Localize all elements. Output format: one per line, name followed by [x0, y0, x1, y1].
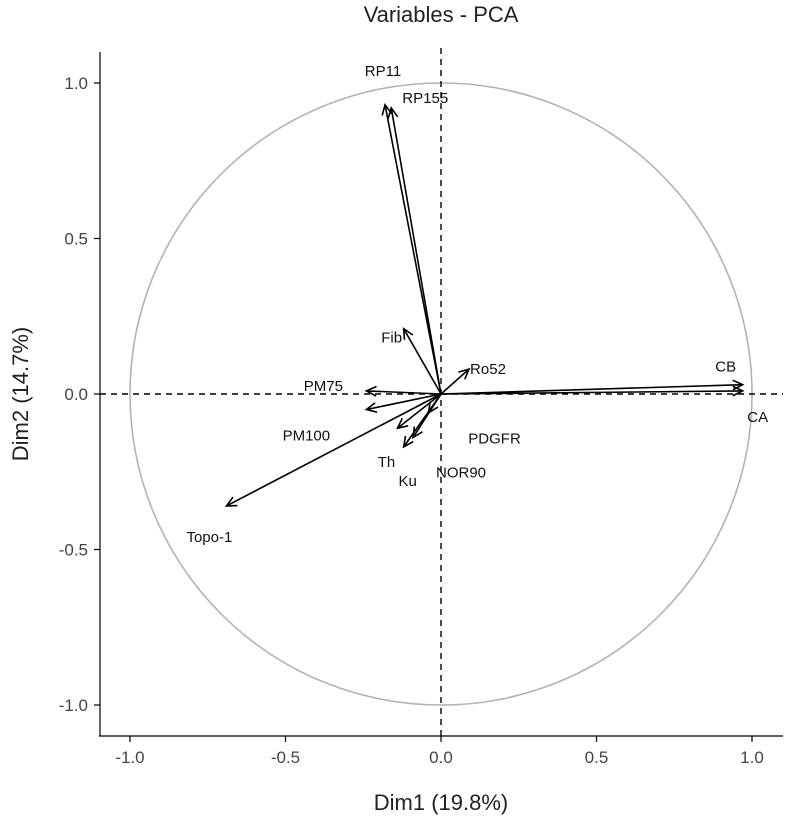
x-tick-label: 1.0 [740, 748, 764, 767]
x-axis-title: Dim1 (19.8%) [374, 790, 508, 815]
variable-label: Ro52 [470, 361, 506, 378]
x-axis-ticks: -1.0 -0.5 0.0 0.5 1.0 [115, 736, 764, 767]
y-tick-label: -0.5 [59, 541, 88, 560]
variable-label: Ku [399, 473, 417, 490]
variable-label: Th [378, 454, 396, 471]
variable-label: NOR90 [436, 465, 486, 482]
y-tick-label: 1.0 [64, 74, 88, 93]
variable-label: RP11 [365, 63, 401, 80]
variable-arrow [402, 327, 442, 395]
x-axis: -1.0 -0.5 0.0 0.5 1.0 [98, 735, 784, 767]
y-axis-ticks: -1.0 -0.5 0.0 0.5 1.0 [59, 74, 100, 715]
y-tick-label: 0.5 [64, 230, 88, 249]
variable-label: CB [715, 359, 736, 376]
variable-arrow [440, 385, 745, 397]
variable-label: PM75 [304, 378, 343, 395]
y-axis: -1.0 -0.5 0.0 0.5 1.0 [59, 51, 101, 737]
chart-title: Variables - PCA [364, 2, 519, 27]
variable-arrow [402, 393, 442, 449]
variable-arrows [224, 102, 745, 507]
variable-label: Fib [381, 330, 402, 347]
x-tick-label: -1.0 [115, 748, 144, 767]
variable-arrow [364, 393, 442, 413]
x-tick-label: -0.5 [271, 748, 300, 767]
y-tick-label: -1.0 [59, 696, 88, 715]
variable-arrow [387, 106, 442, 395]
variable-arrow [224, 393, 442, 507]
variable-label: RP155 [402, 90, 448, 107]
variable-arrow [440, 367, 471, 395]
variable-label: Topo-1 [186, 529, 232, 546]
x-tick-label: 0.0 [429, 748, 453, 767]
variable-label: CA [747, 409, 768, 426]
variable-arrow [364, 385, 442, 397]
y-tick-label: 0.0 [64, 385, 88, 404]
variable-arrow [381, 102, 442, 395]
y-axis-title: Dim2 (14.7%) [8, 327, 33, 461]
variable-arrow [396, 393, 442, 430]
x-tick-label: 0.5 [585, 748, 609, 767]
variable-label: PM100 [283, 428, 331, 445]
variable-label: PDGFR [468, 431, 521, 448]
